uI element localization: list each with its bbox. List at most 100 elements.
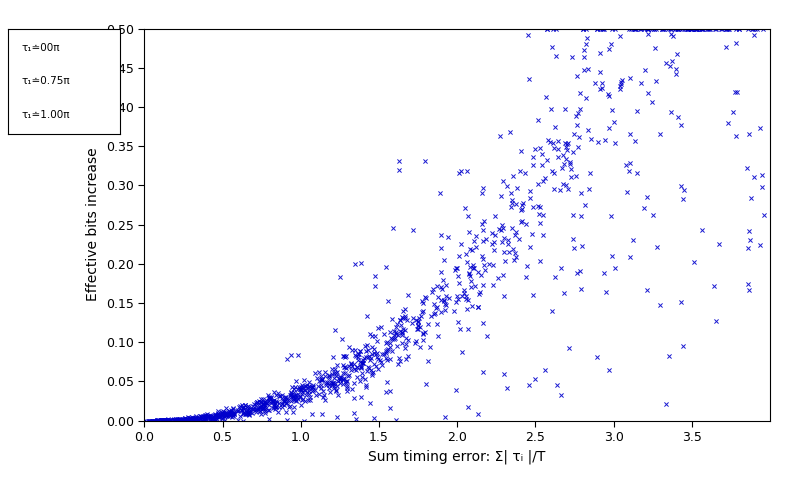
Point — [665, 108, 678, 115]
Point — [207, 412, 220, 419]
Point — [258, 402, 271, 409]
Point — [577, 47, 590, 54]
Point — [605, 212, 618, 220]
Point — [630, 107, 643, 115]
Point — [350, 363, 363, 370]
Point — [200, 411, 213, 419]
Point — [327, 369, 340, 377]
Point — [524, 195, 537, 202]
Point — [439, 301, 452, 309]
Point — [593, 49, 606, 57]
Point — [349, 347, 362, 354]
Point — [179, 415, 192, 423]
Point — [655, 25, 668, 33]
Point — [257, 404, 270, 412]
Point — [406, 320, 419, 327]
Point — [561, 146, 573, 153]
Point — [216, 412, 229, 419]
Point — [330, 386, 342, 393]
Text: τ₁≐1.00π: τ₁≐1.00π — [22, 110, 70, 120]
Point — [150, 417, 163, 424]
Point — [743, 227, 755, 235]
Point — [253, 408, 266, 415]
Point — [294, 385, 307, 393]
Point — [267, 402, 280, 410]
Point — [476, 226, 489, 234]
Point — [390, 324, 403, 331]
Point — [488, 213, 501, 220]
Point — [331, 377, 344, 384]
Point — [234, 412, 247, 420]
Point — [250, 405, 263, 413]
Point — [385, 334, 398, 342]
Point — [439, 292, 452, 300]
Point — [150, 417, 163, 424]
Point — [470, 243, 483, 251]
Point — [609, 264, 622, 272]
Point — [199, 411, 212, 418]
Point — [565, 165, 578, 173]
Point — [520, 273, 533, 281]
Point — [150, 416, 163, 424]
Point — [707, 282, 720, 290]
Point — [580, 94, 593, 101]
Point — [524, 243, 537, 250]
Point — [315, 376, 328, 383]
Point — [435, 268, 448, 276]
Point — [218, 413, 231, 420]
Point — [249, 402, 262, 409]
Point — [559, 181, 572, 188]
Point — [254, 403, 267, 411]
Point — [269, 399, 282, 407]
Point — [237, 405, 250, 413]
Point — [189, 415, 202, 423]
Point — [464, 263, 476, 271]
Point — [694, 25, 707, 33]
Point — [468, 237, 481, 245]
Point — [326, 380, 339, 387]
Point — [199, 413, 212, 420]
Point — [306, 387, 318, 395]
Point — [210, 415, 223, 423]
Point — [533, 210, 545, 218]
Point — [144, 417, 157, 424]
Point — [582, 185, 595, 193]
Point — [591, 353, 604, 361]
Point — [682, 25, 695, 33]
Point — [672, 113, 685, 121]
Point — [685, 25, 698, 33]
Point — [158, 416, 171, 424]
Point — [140, 417, 152, 424]
Point — [550, 25, 563, 33]
Point — [416, 337, 429, 344]
Point — [220, 412, 233, 419]
Point — [731, 88, 743, 96]
Point — [349, 366, 362, 373]
Point — [690, 25, 703, 33]
Point — [569, 173, 582, 180]
Point — [182, 415, 195, 423]
Point — [156, 416, 169, 424]
Point — [440, 282, 453, 289]
Point — [400, 316, 413, 324]
Point — [338, 363, 351, 370]
Point — [178, 414, 191, 422]
Point — [480, 332, 493, 340]
Point — [395, 329, 408, 337]
Point — [568, 130, 581, 138]
Point — [339, 380, 352, 387]
Point — [373, 356, 386, 364]
Point — [316, 410, 329, 418]
Point — [353, 350, 366, 358]
Point — [322, 374, 335, 382]
Point — [195, 413, 208, 421]
Point — [505, 203, 518, 211]
Point — [204, 412, 217, 419]
Point — [756, 184, 769, 191]
Point — [175, 415, 188, 423]
Point — [730, 25, 743, 33]
Point — [298, 386, 311, 393]
Point — [573, 89, 586, 97]
Point — [345, 359, 358, 367]
Point — [280, 393, 293, 401]
